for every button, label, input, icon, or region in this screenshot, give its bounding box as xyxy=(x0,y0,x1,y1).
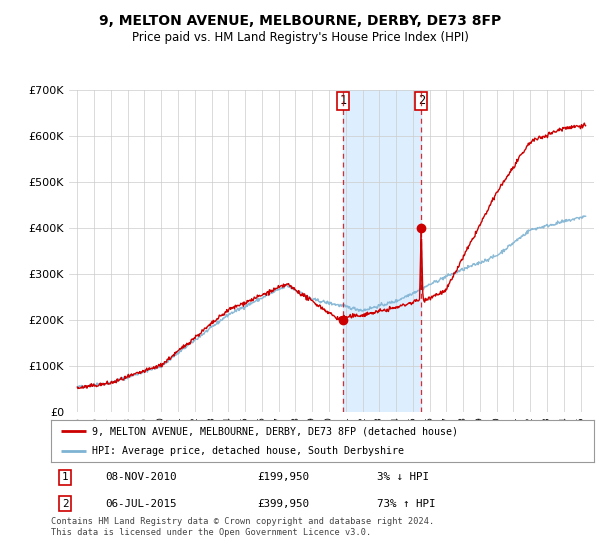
Text: 9, MELTON AVENUE, MELBOURNE, DERBY, DE73 8FP (detached house): 9, MELTON AVENUE, MELBOURNE, DERBY, DE73… xyxy=(92,426,458,436)
Text: 1: 1 xyxy=(340,95,347,108)
Text: 9, MELTON AVENUE, MELBOURNE, DERBY, DE73 8FP: 9, MELTON AVENUE, MELBOURNE, DERBY, DE73… xyxy=(99,14,501,28)
Text: Price paid vs. HM Land Registry's House Price Index (HPI): Price paid vs. HM Land Registry's House … xyxy=(131,31,469,44)
Text: 2: 2 xyxy=(62,498,68,508)
Bar xyxy=(343,90,421,412)
Text: 2: 2 xyxy=(418,95,425,108)
Text: 06-JUL-2015: 06-JUL-2015 xyxy=(106,498,177,508)
Text: HPI: Average price, detached house, South Derbyshire: HPI: Average price, detached house, Sout… xyxy=(92,446,404,456)
Text: Contains HM Land Registry data © Crown copyright and database right 2024.
This d: Contains HM Land Registry data © Crown c… xyxy=(51,517,434,537)
Text: 08-NOV-2010: 08-NOV-2010 xyxy=(106,472,177,482)
Text: 3% ↓ HPI: 3% ↓ HPI xyxy=(377,472,429,482)
Text: £199,950: £199,950 xyxy=(257,472,310,482)
Text: 1: 1 xyxy=(62,472,68,482)
Text: 73% ↑ HPI: 73% ↑ HPI xyxy=(377,498,436,508)
Text: £399,950: £399,950 xyxy=(257,498,310,508)
